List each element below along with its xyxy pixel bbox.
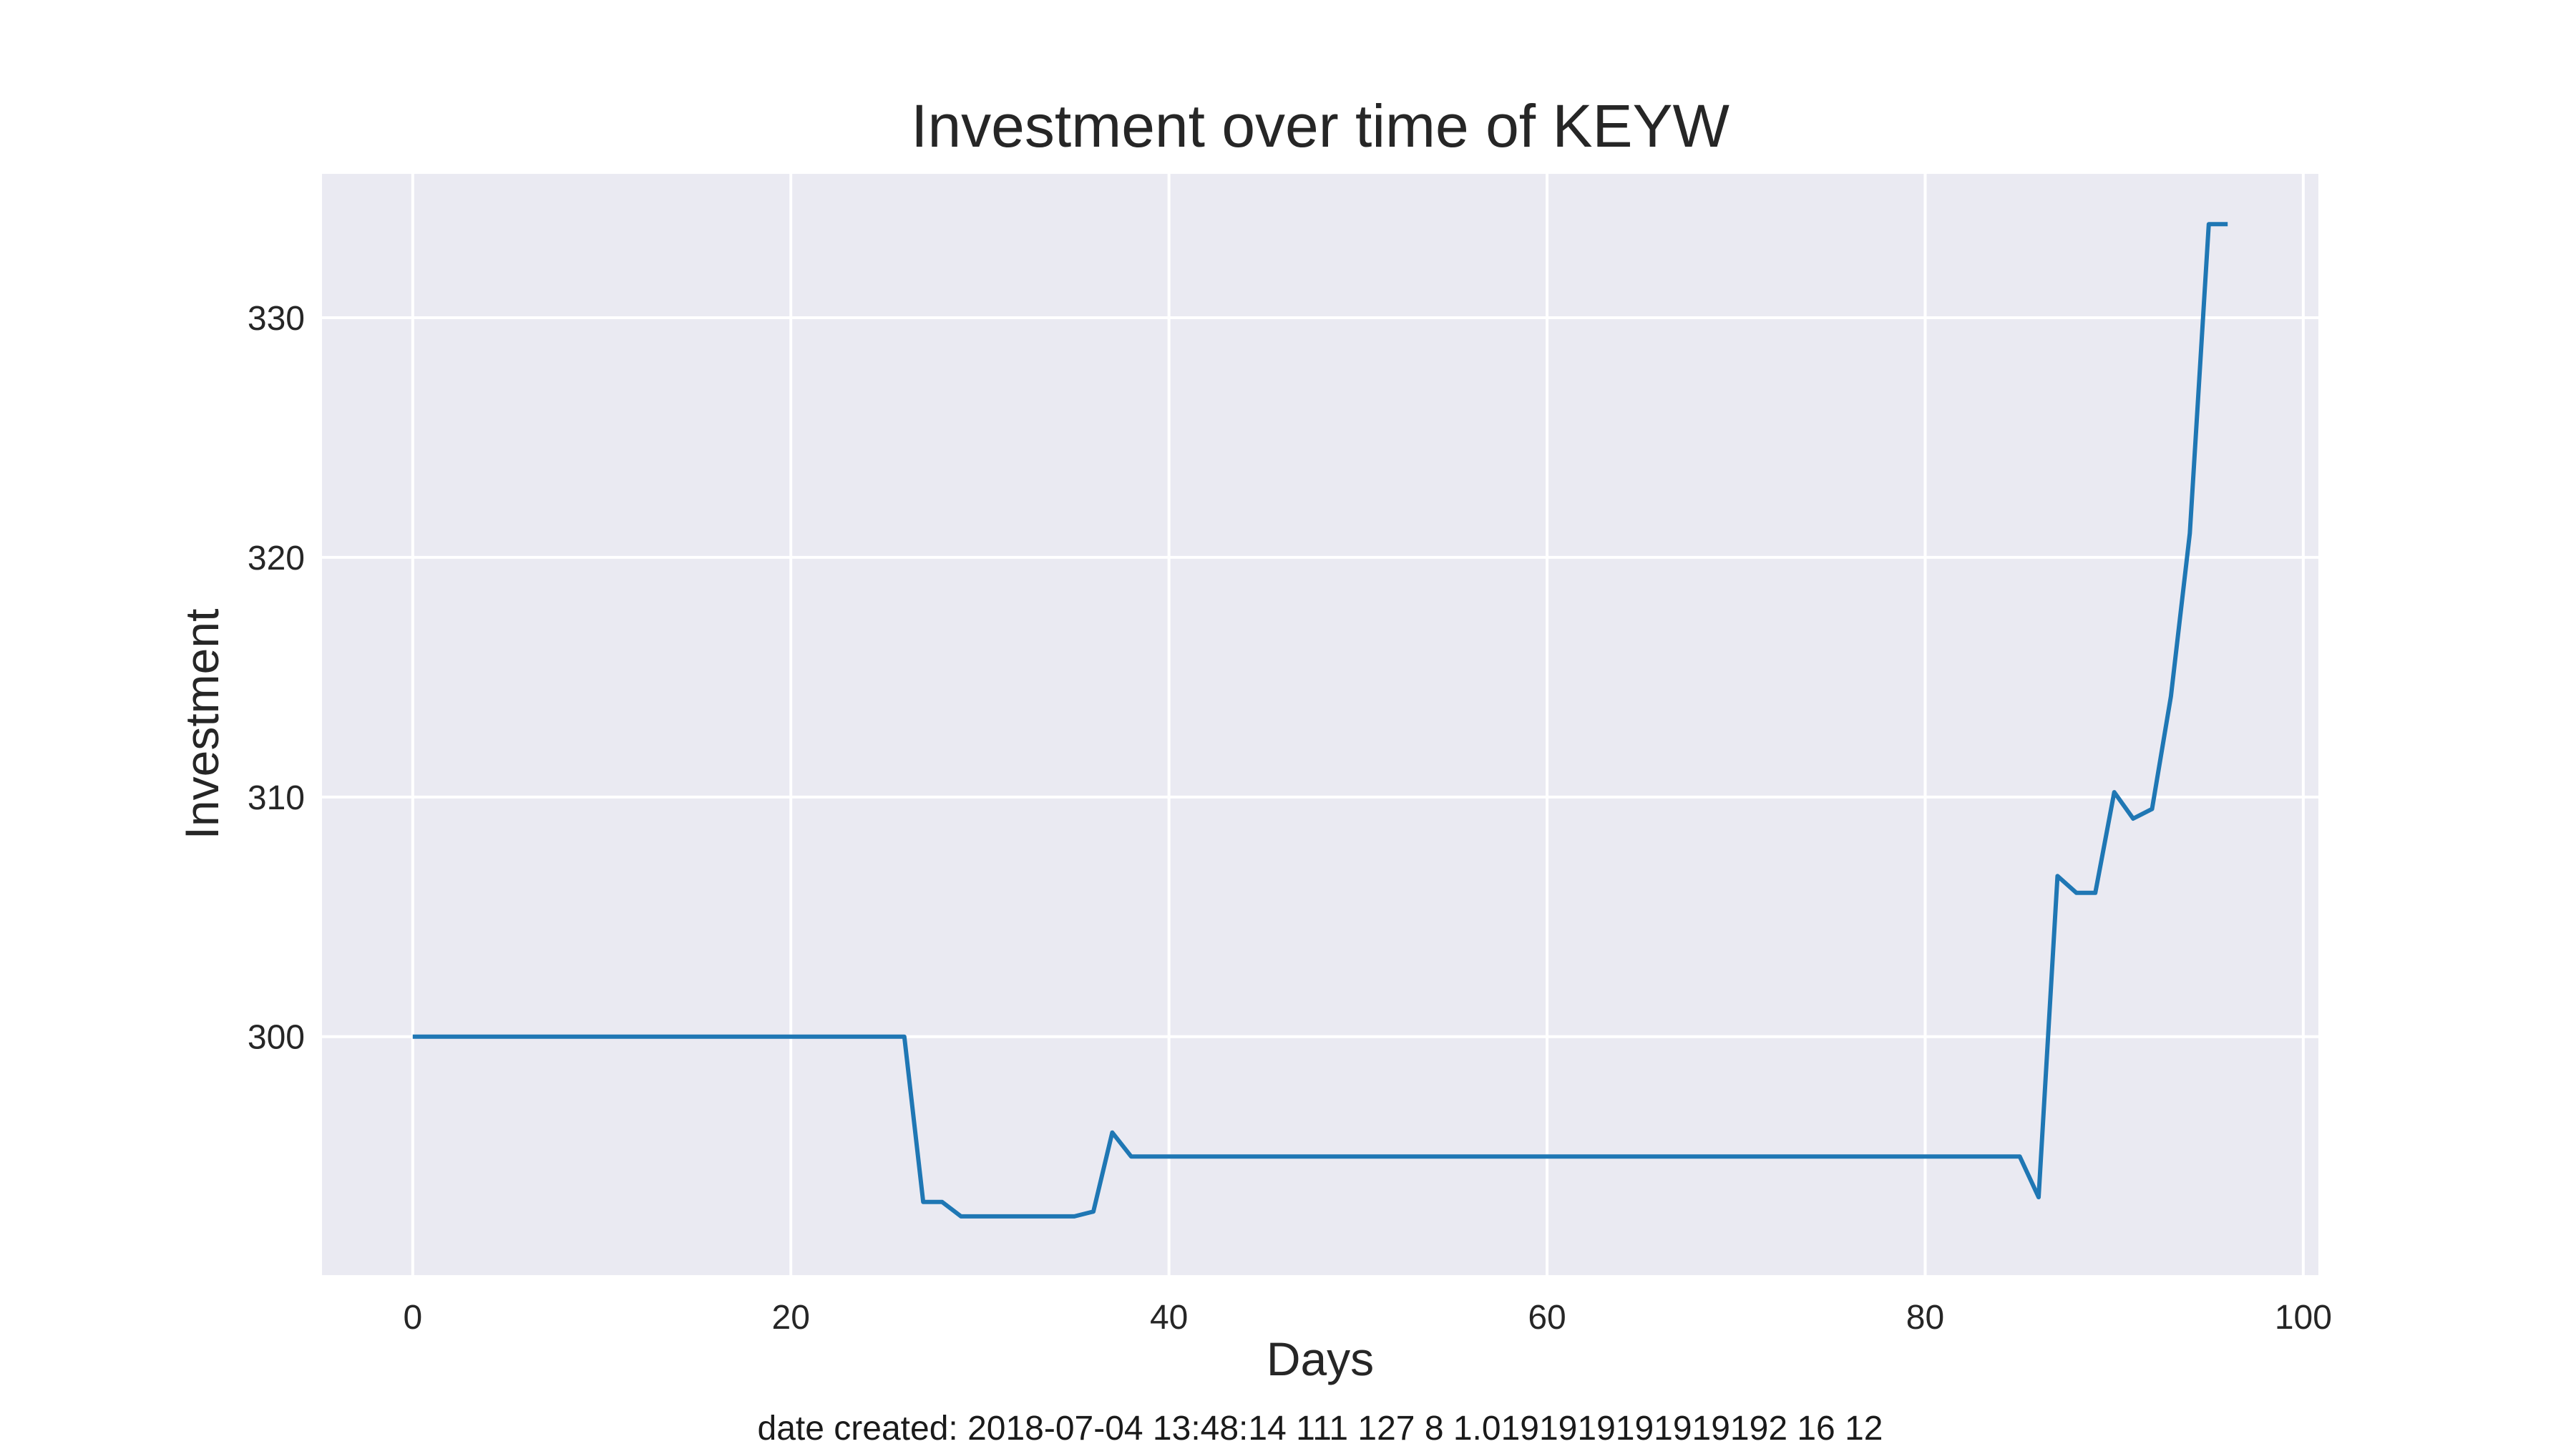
y-tick-label: 320 [248,540,305,577]
series-layer [412,222,2228,1219]
x-gridlines [411,174,2305,1275]
chart-title: Investment over time of KEYW [911,92,1729,160]
footer-text: date created: 2018-07-04 13:48:14 111 12… [758,1410,1883,1448]
y-axis-label: Investment [175,609,228,840]
y-tick-label: 330 [248,300,305,338]
y-tick-labels: 300 310 320 330 [248,300,305,1057]
x-tick-label: 0 [403,1299,422,1337]
x-tick-label: 40 [1150,1299,1188,1337]
y-tick-label: 310 [248,779,305,817]
x-tick-label: 60 [1528,1299,1566,1337]
series-line [412,222,2228,1219]
x-tick-label: 100 [2275,1299,2332,1337]
x-axis-label: Days [1267,1332,1374,1385]
y-tick-label: 300 [248,1019,305,1057]
x-tick-label: 20 [772,1299,810,1337]
x-tick-label: 80 [1906,1299,1944,1337]
x-tick-labels: 0 20 40 60 80 100 [403,1299,2331,1337]
plot-background [322,174,2318,1275]
